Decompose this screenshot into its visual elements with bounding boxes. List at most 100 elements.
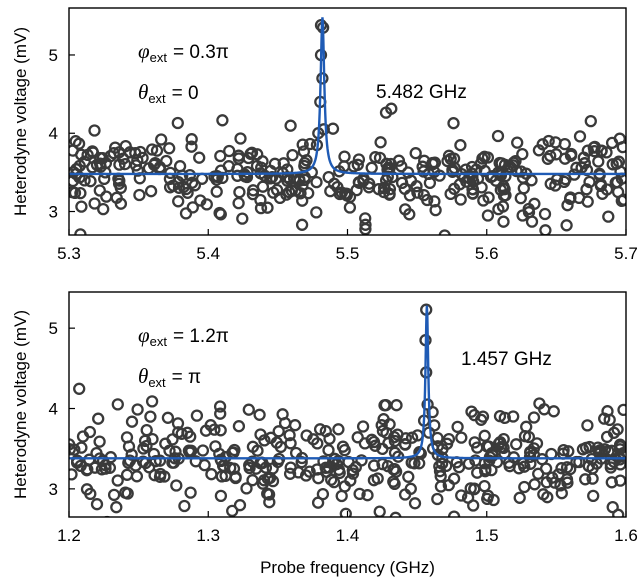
data-point	[605, 444, 618, 457]
panel-1: 5.3 5.4 5.5 5.6 5.7 3 4 5 Heterodyne voltage (mV…	[11, 7, 638, 263]
data-point	[150, 144, 164, 157]
data-point	[474, 157, 488, 170]
data-point	[75, 200, 88, 213]
data-point	[349, 461, 362, 474]
y-tick-label: 3	[49, 480, 58, 499]
data-point	[137, 442, 150, 455]
x-tick-label: 1.6	[614, 526, 638, 545]
data-point	[121, 487, 134, 500]
data-point	[80, 483, 94, 496]
data-point	[584, 114, 597, 128]
data-point	[514, 191, 527, 205]
data-point	[311, 496, 325, 509]
data-point	[213, 206, 226, 220]
y-tick-label: 5	[49, 319, 58, 338]
data-point	[223, 144, 236, 158]
data-point	[555, 487, 568, 500]
data-point	[399, 432, 412, 445]
data-point	[88, 197, 101, 210]
data-point	[365, 161, 378, 174]
data-point	[284, 119, 297, 132]
data-point	[170, 479, 183, 492]
data-point	[261, 201, 274, 214]
data-point	[542, 134, 555, 148]
data-point	[398, 488, 412, 501]
data-point	[97, 202, 110, 216]
data-point	[595, 144, 608, 158]
data-point	[496, 200, 510, 213]
data-point	[69, 443, 76, 456]
data-point	[84, 175, 97, 188]
lorentzian-fit-line	[69, 17, 626, 176]
data-point	[160, 154, 173, 168]
data-point	[234, 132, 247, 145]
data-point	[544, 149, 557, 163]
data-point	[338, 150, 351, 163]
data-point	[196, 444, 210, 457]
data-point	[563, 192, 577, 205]
data-point	[310, 206, 323, 219]
data-point	[547, 405, 560, 418]
data-point	[513, 491, 526, 504]
data-point	[205, 468, 218, 481]
data-point	[184, 430, 197, 443]
data-point	[80, 464, 93, 477]
data-point	[118, 157, 132, 171]
data-point	[510, 438, 523, 451]
data-point	[522, 206, 536, 219]
data-point	[179, 207, 193, 220]
data-point	[447, 117, 460, 130]
data-point	[86, 161, 99, 174]
data-point	[145, 395, 159, 408]
data-point	[382, 437, 395, 450]
data-point	[602, 210, 615, 223]
data-point	[130, 470, 144, 483]
data-point	[273, 191, 287, 205]
data-point	[478, 429, 491, 442]
data-point	[186, 201, 199, 214]
data-point	[570, 455, 583, 469]
data-point	[528, 197, 541, 210]
data-point	[583, 175, 596, 189]
data-point	[76, 430, 90, 443]
data-point	[283, 467, 297, 480]
data-point	[184, 486, 197, 499]
data-point	[528, 478, 541, 491]
data-point	[100, 190, 113, 203]
data-point	[530, 437, 544, 450]
data-point	[99, 156, 113, 170]
data-point	[109, 141, 122, 154]
data-point	[411, 186, 424, 199]
data-point	[579, 473, 592, 486]
data-point	[153, 470, 167, 483]
data-point	[481, 151, 495, 164]
data-point	[494, 183, 507, 197]
data-point	[555, 462, 568, 475]
phi-ext-annotation: φext = 0.3π	[138, 39, 229, 65]
data-point	[399, 203, 412, 216]
x-tick-label: 5.7	[614, 244, 638, 263]
data-point	[539, 224, 552, 235]
data-point	[153, 454, 167, 467]
data-point	[434, 480, 448, 493]
data-point	[236, 212, 249, 225]
data-point	[353, 487, 366, 501]
data-point	[491, 129, 505, 143]
data-point	[180, 182, 193, 196]
data-point	[538, 207, 552, 221]
plot-area	[69, 17, 626, 235]
lorentzian-fit-line	[69, 305, 626, 460]
data-point	[228, 443, 241, 457]
data-point	[511, 136, 524, 149]
data-point	[408, 457, 421, 470]
y-axis-label: Heterodyne voltage (mV)	[11, 310, 30, 499]
data-point	[367, 459, 381, 472]
data-point	[253, 408, 266, 421]
data-point	[75, 148, 88, 161]
data-point	[69, 186, 79, 199]
data-point	[322, 170, 335, 184]
resonance-frequency-label: 5.482 GHz	[376, 82, 467, 103]
data-point	[516, 209, 529, 222]
data-point	[280, 188, 293, 201]
